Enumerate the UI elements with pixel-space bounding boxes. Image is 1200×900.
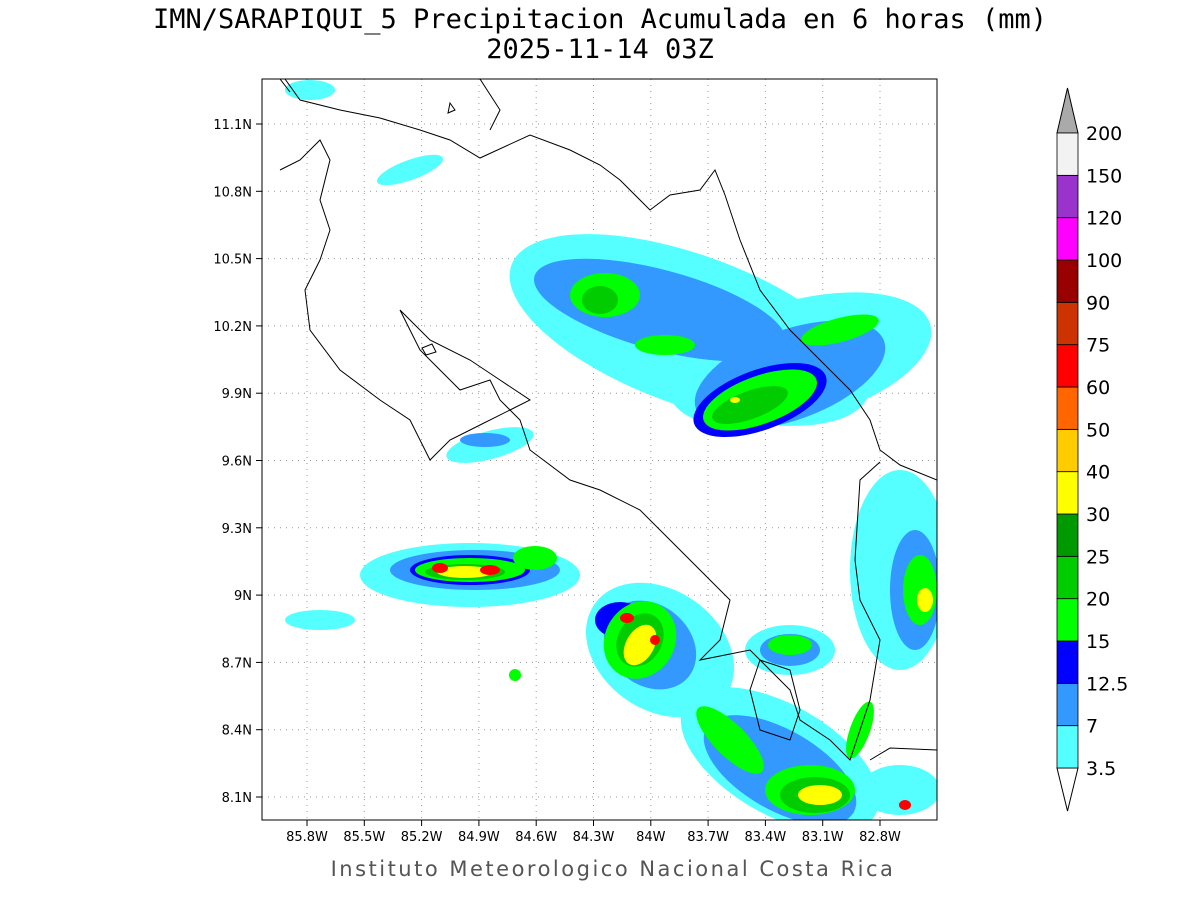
colorbar-segment bbox=[1056, 555, 1079, 600]
colorbar-label: 150 bbox=[1086, 165, 1122, 187]
subtitle: 2025-11-14 03Z bbox=[486, 34, 714, 65]
lat-tick-label: 11.1N bbox=[213, 118, 252, 133]
title: IMN/SARAPIQUI_5 Precipitacion Acumulada … bbox=[153, 4, 1047, 35]
precipitation bbox=[285, 80, 937, 820]
colorbar-segment bbox=[1056, 344, 1079, 388]
axes: 85.8W 85.5W 85.2W 84.9W 84.6W 84.3W 84W 83.7W 83… bbox=[213, 118, 901, 845]
colorbar-label: 90 bbox=[1086, 292, 1110, 314]
lat-tick-label: 10.8N bbox=[213, 185, 252, 200]
lat-tick-label: 8.1N bbox=[222, 791, 252, 806]
colorbar-label: 100 bbox=[1086, 250, 1122, 272]
colorbar-label: 15 bbox=[1086, 631, 1110, 653]
colorbar-segment bbox=[1056, 132, 1079, 176]
colorbar-label: 75 bbox=[1086, 335, 1110, 357]
colorbar-label: 50 bbox=[1086, 419, 1110, 441]
lon-tick-label: 84.3W bbox=[573, 830, 615, 845]
colorbar: 3.5 7 12.5 15 20 25 30 40 50 60 75 90 100 120 150 200 bbox=[1056, 87, 1128, 812]
colorbar-label: 60 bbox=[1086, 377, 1110, 399]
lat-tick-label: 9.9N bbox=[222, 387, 252, 402]
lon-tick-label: 83.7W bbox=[687, 830, 729, 845]
colorbar-label: 30 bbox=[1086, 504, 1110, 526]
map-frame bbox=[261, 78, 938, 821]
lat-tick-label: 9.6N bbox=[222, 455, 252, 470]
colorbar-label: 20 bbox=[1086, 589, 1110, 611]
lat-tick-label: 8.4N bbox=[222, 724, 252, 739]
lat-tick-label: 9.3N bbox=[222, 522, 252, 537]
colorbar-segment bbox=[1056, 174, 1079, 219]
colorbar-segment bbox=[1056, 259, 1079, 303]
lon-tick-label: 84.9W bbox=[458, 830, 500, 845]
colorbar-segment bbox=[1056, 428, 1079, 473]
colorbar-segment bbox=[1056, 217, 1079, 261]
lat-tick-label: 9N bbox=[234, 589, 252, 604]
lon-tick-label: 84W bbox=[636, 830, 666, 845]
colorbar-label: 3.5 bbox=[1086, 758, 1116, 780]
colorbar-segment bbox=[1056, 640, 1079, 684]
colorbar-segment bbox=[1056, 513, 1079, 557]
colorbar-label: 25 bbox=[1086, 546, 1110, 568]
colorbar-label: 120 bbox=[1086, 208, 1122, 230]
lon-tick-label: 85.8W bbox=[286, 830, 328, 845]
lat-tick-label: 10.5N bbox=[213, 253, 252, 268]
colorbar-segment bbox=[1056, 725, 1079, 769]
colorbar-segment bbox=[1056, 301, 1079, 346]
lat-tick-label: 10.2N bbox=[213, 320, 252, 335]
colorbar-label: 40 bbox=[1086, 462, 1110, 484]
coastline bbox=[279, 79, 937, 761]
colorbar-segment bbox=[1056, 682, 1079, 727]
colorbar-segment bbox=[1056, 471, 1079, 515]
colorbar-segment bbox=[1056, 386, 1079, 430]
colorbar-label: 200 bbox=[1086, 123, 1122, 145]
lat-tick-label: 8.7N bbox=[222, 656, 252, 671]
lon-tick-label: 85.2W bbox=[401, 830, 443, 845]
grid bbox=[262, 79, 937, 820]
lon-tick-label: 85.5W bbox=[343, 830, 385, 845]
map bbox=[262, 79, 937, 820]
colorbar-under bbox=[1056, 767, 1079, 812]
lon-tick-label: 84.6W bbox=[515, 830, 557, 845]
colorbar-label: 12.5 bbox=[1086, 673, 1128, 695]
colorbar-label: 7 bbox=[1086, 716, 1098, 738]
lon-tick-label: 83.1W bbox=[802, 830, 844, 845]
lon-tick-label: 83.4W bbox=[744, 830, 786, 845]
colorbar-over bbox=[1056, 87, 1079, 134]
footer: Instituto Meteorologico Nacional Costa R… bbox=[331, 857, 896, 881]
colorbar-segment bbox=[1056, 598, 1079, 642]
lon-tick-label: 82.8W bbox=[859, 830, 901, 845]
